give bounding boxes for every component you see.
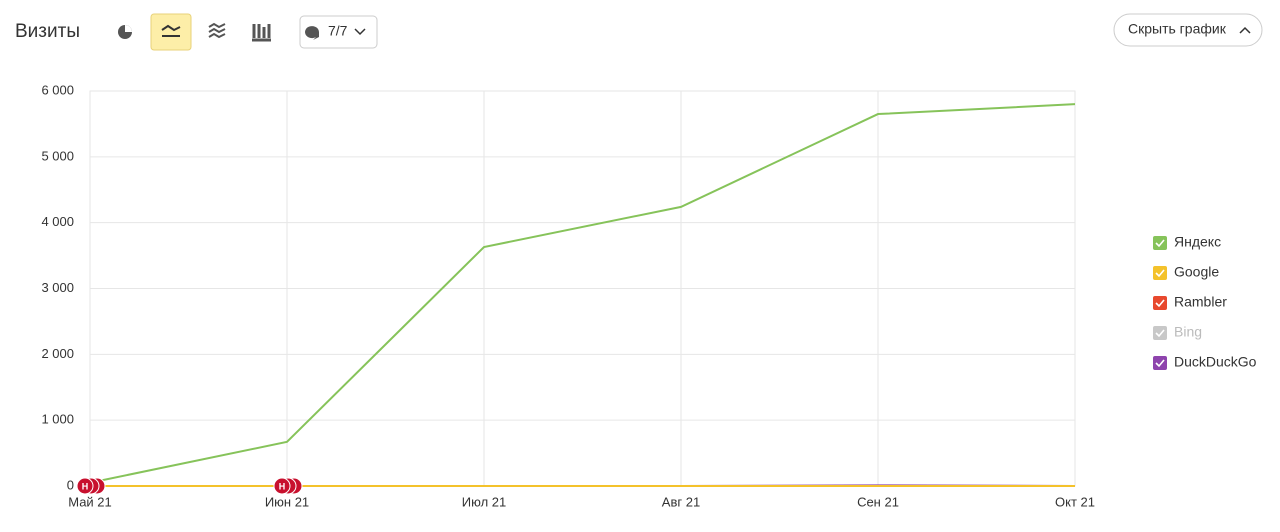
annotation-marker[interactable]: Н (273, 477, 303, 495)
legend-item[interactable]: DuckDuckGo (1153, 354, 1257, 370)
legend-check (1155, 269, 1165, 278)
legend-checkbox (1153, 356, 1167, 370)
legend-check (1155, 359, 1165, 368)
area-icon[interactable] (208, 22, 226, 39)
x-tick-label: Июн 21 (265, 494, 309, 509)
legend-label: Bing (1174, 324, 1202, 340)
y-tick-label: 1 000 (41, 412, 74, 427)
legend-item[interactable]: Яндекс (1153, 234, 1221, 250)
legend-checkbox (1153, 266, 1167, 280)
y-tick-label: 6 000 (41, 82, 74, 97)
annotation-marker[interactable]: Н (76, 477, 106, 495)
legend-label: Яндекс (1174, 234, 1221, 250)
pie-icon[interactable] (118, 25, 132, 39)
line-icon (161, 24, 181, 37)
annotation-label: Н (279, 481, 286, 491)
x-tick-label: Окт 21 (1055, 494, 1095, 509)
y-tick-label: 2 000 (41, 346, 74, 361)
legend-checkbox (1153, 296, 1167, 310)
legend-label: DuckDuckGo (1174, 354, 1257, 370)
chevron (1239, 26, 1251, 34)
annotation-dot (76, 477, 94, 495)
legend-item[interactable]: Bing (1153, 324, 1202, 340)
hide-chart-button[interactable] (1113, 13, 1263, 47)
x-tick-label: Июл 21 (462, 494, 506, 509)
series-line (89, 103, 1076, 484)
x-tick-label: Май 21 (68, 494, 112, 509)
page-title: Визиты (15, 21, 80, 42)
legend-check (1155, 299, 1165, 308)
annotations-button[interactable] (299, 15, 378, 49)
legend-checkbox (1153, 236, 1167, 250)
legend-item[interactable]: Google (1153, 264, 1219, 280)
legend-label: Google (1174, 264, 1219, 280)
legend-checkbox (1153, 326, 1167, 340)
y-tick-label: 5 000 (41, 148, 74, 163)
line-icon-selected[interactable] (150, 13, 192, 51)
y-tick-label: 4 000 (41, 214, 74, 229)
legend-item[interactable]: Rambler (1153, 294, 1227, 310)
legend-label: Rambler (1174, 294, 1227, 310)
chevron (354, 28, 366, 36)
legend-check (1155, 239, 1165, 248)
legend-check (1155, 329, 1165, 338)
annotation-dot (273, 477, 291, 495)
y-tick-label: 0 (67, 477, 74, 492)
x-tick-label: Сен 21 (857, 494, 899, 509)
bar-icon[interactable] (252, 24, 271, 42)
hide-chart-label: Скрыть график (1128, 21, 1227, 37)
annotation-label: Н (82, 481, 89, 491)
y-tick-label: 3 000 (41, 280, 74, 295)
x-tick-label: Авг 21 (662, 494, 700, 509)
annotations-count: 7/7 (328, 23, 348, 39)
comment-icon (305, 26, 319, 40)
